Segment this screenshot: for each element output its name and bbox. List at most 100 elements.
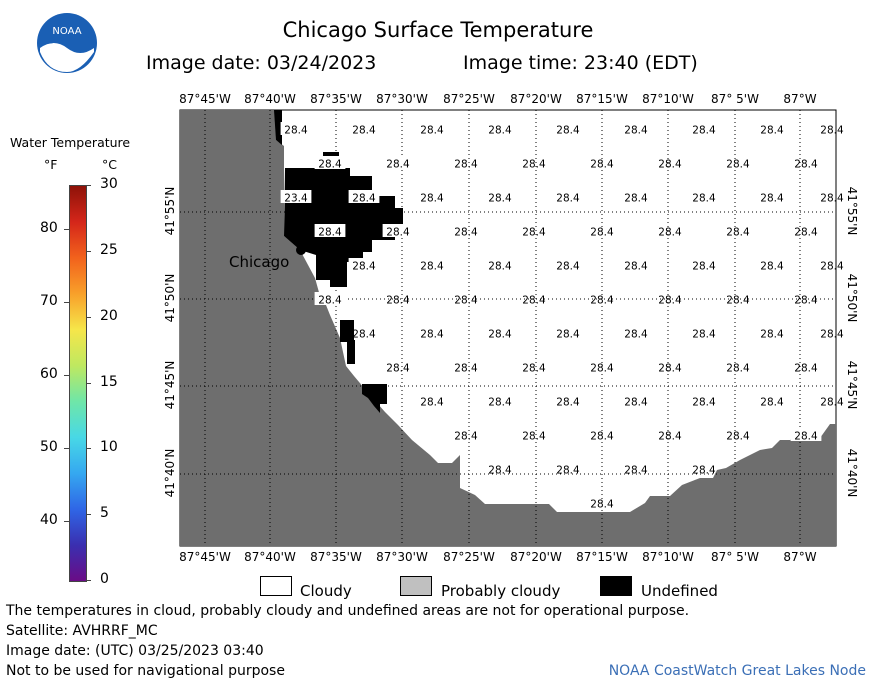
temperature-value: 28.4 (760, 397, 784, 409)
legend-undefined-swatch (600, 576, 632, 596)
temp-label-box (314, 156, 346, 169)
temperature-value: 28.4 (692, 465, 716, 477)
navigation-warning: Not to be used for navigational purpose (6, 663, 285, 679)
colorbar-tick-f: 50 (40, 439, 58, 456)
temperature-value: 28.4 (556, 193, 580, 205)
colorbar-tickmark (64, 448, 69, 450)
legend-cloudy-label: Cloudy (300, 582, 352, 600)
temperature-value: 28.4 (794, 431, 818, 443)
unit-fahrenheit: °F (44, 157, 58, 172)
bottom-longitude-label: 87°45'W (179, 550, 231, 564)
temp-label-box (314, 224, 346, 237)
temperature-value: 28.4 (488, 261, 512, 273)
temperature-value: 28.4 (760, 193, 784, 205)
colorbar-tickmark (64, 375, 69, 377)
bottom-longitude-label: 87°35'W (310, 550, 362, 564)
temperature-value: 28.4 (794, 295, 818, 307)
top-longitude-label: 87°45'W (179, 92, 231, 106)
land-west-shore (180, 110, 836, 546)
temperature-value: 28.4 (624, 329, 648, 341)
map-title: Chicago Surface Temperature (282, 18, 594, 42)
temperature-value: 28.4 (488, 465, 512, 477)
temperature-value: 28.4 (488, 125, 512, 137)
temperature-value: 28.4 (624, 193, 648, 205)
temperature-value: 28.4 (522, 363, 546, 375)
colorbar-tickmark (86, 514, 91, 516)
temperature-value: 28.4 (624, 397, 648, 409)
utc-date: Image date: (UTC) 03/25/2023 03:40 (6, 643, 264, 659)
colorbar-tickmark (86, 250, 91, 252)
temperature-value: 28.4 (692, 193, 716, 205)
temperature-value: 28.4 (794, 363, 818, 375)
logo-text: NOAA (52, 26, 82, 37)
temperature-value: 28.4 (794, 159, 818, 171)
colorbar-title: Water Temperature (10, 135, 131, 150)
bottom-longitude-label: 87°15'W (576, 550, 628, 564)
temperature-value: 28.4 (590, 431, 614, 443)
colorbar-tick-f: 40 (40, 512, 58, 529)
temperature-value: 28.4 (726, 431, 750, 443)
top-longitude-label: 87°20'W (510, 92, 562, 106)
top-longitude-label: 87°10'W (642, 92, 694, 106)
temperature-value: 28.4 (454, 227, 478, 239)
legend-cloudy-swatch (260, 576, 292, 596)
temperature-value: 28.4 (590, 363, 614, 375)
legend-probably-cloudy-swatch (400, 576, 432, 596)
right-latitude-label: 41°40'N (845, 448, 859, 498)
temperature-value: 28.4 (522, 227, 546, 239)
colorbar-tickmark (64, 228, 69, 230)
temp-label-box (382, 156, 414, 169)
temp-label-box (280, 190, 312, 203)
temperature-value: 28.4 (352, 193, 376, 205)
colorbar-tickmark (86, 580, 91, 581)
temperature-value: 28.4 (820, 397, 844, 409)
temperature-value: 28.4 (658, 363, 682, 375)
colorbar-tick-c: 10 (100, 439, 118, 456)
temperature-value: 28.4 (522, 431, 546, 443)
temperature-value: 28.4 (488, 397, 512, 409)
satellite-info: Satellite: AVHRRF_MC (6, 623, 158, 639)
bottom-longitude-label: 87°20'W (510, 550, 562, 564)
colorbar-tick-c: 0 (100, 571, 109, 587)
temperature-value: 28.4 (386, 363, 410, 375)
bottom-longitude-label: 87°40'W (244, 550, 296, 564)
unit-celsius: °C (102, 157, 117, 172)
temperature-value: 28.4 (454, 363, 478, 375)
temperature-value: 28.4 (386, 159, 410, 171)
temperature-value: 28.4 (352, 125, 376, 137)
right-latitude-label: 41°55'N (845, 186, 859, 236)
temperature-value: 28.4 (692, 329, 716, 341)
temperature-value: 28.4 (692, 261, 716, 273)
right-latitude-label: 41°45'N (845, 360, 859, 410)
temperature-value: 28.4 (420, 397, 444, 409)
temperature-value: 28.4 (658, 227, 682, 239)
temperature-value: 28.4 (624, 261, 648, 273)
temperature-value: 28.4 (556, 261, 580, 273)
legend-probably-cloudy-label: Probably cloudy (441, 582, 561, 600)
colorbar-tickmark (64, 521, 69, 523)
temperature-value: 28.4 (352, 329, 376, 341)
chicago-marker (296, 245, 306, 255)
temperature-value: 28.4 (556, 465, 580, 477)
temperature-value: 28.4 (386, 227, 410, 239)
top-longitude-label: 87° 5'W (711, 92, 759, 106)
temp-label-box (348, 258, 380, 271)
temperature-value: 28.4 (386, 295, 410, 307)
left-latitude-label: 41°45'N (163, 360, 177, 410)
temperature-value: 28.4 (658, 295, 682, 307)
temperature-value: 28.4 (624, 125, 648, 137)
colorbar-tick-c: 30 (100, 176, 118, 192)
temperature-value: 28.4 (658, 159, 682, 171)
image-date: Image date: 03/24/2023 (146, 52, 377, 74)
temperature-value: 28.4 (556, 125, 580, 137)
temperature-value: 28.4 (658, 431, 682, 443)
left-latitude-label: 41°50'N (163, 273, 177, 323)
left-latitude-label: 41°55'N (163, 186, 177, 236)
temperature-value: 28.4 (794, 227, 818, 239)
colorbar-tick-c: 20 (100, 307, 118, 324)
temperature-value: 23.4 (284, 193, 308, 205)
colorbar-tick-f: 70 (40, 293, 58, 310)
temperature-value: 28.4 (454, 431, 478, 443)
temperature-value: 28.4 (624, 465, 648, 477)
bottom-longitude-label: 87°30'W (376, 550, 428, 564)
